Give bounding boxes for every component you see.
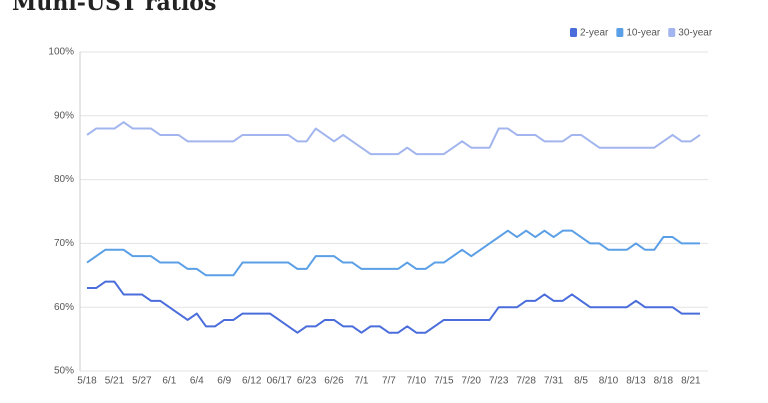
x-tick-label: 5/21 (105, 376, 125, 387)
x-tick-label: 8/13 (626, 376, 646, 387)
x-tick-label: 8/21 (681, 376, 701, 387)
y-tick-label: 100% (48, 47, 74, 58)
x-tick-label: 7/15 (434, 376, 454, 387)
x-tick-label: 8/5 (574, 376, 588, 387)
legend-label: 2-year (580, 28, 609, 39)
legend-swatch (570, 28, 577, 37)
legend-label: 10-year (626, 28, 661, 39)
legend-swatch (616, 28, 624, 37)
x-tick-label: 7/10 (407, 376, 427, 387)
legend-swatch (668, 28, 676, 37)
x-tick-label: 7/31 (544, 376, 564, 387)
chart-title: Muni-UST ratios (12, 0, 216, 16)
x-tick-label: 6/26 (324, 376, 344, 387)
x-tick-label: 7/23 (489, 376, 509, 387)
y-tick-label: 80% (54, 174, 74, 185)
x-tick-label: 8/18 (654, 376, 674, 387)
x-tick-label: 7/28 (516, 376, 536, 387)
x-tick-label: 8/10 (599, 376, 619, 387)
x-tick-label: 7/7 (382, 376, 396, 387)
y-tick-label: 50% (54, 366, 74, 377)
x-tick-label: 5/27 (132, 376, 152, 387)
y-tick-label: 70% (54, 238, 74, 249)
x-tick-label: 6/1 (162, 376, 176, 387)
x-tick-label: 6/23 (297, 376, 317, 387)
x-tick-label: 7/1 (355, 376, 369, 387)
x-tick-label: 6/12 (242, 376, 262, 387)
series-line (86, 121, 701, 156)
y-tick-label: 60% (54, 302, 74, 313)
x-tick-label: 6/4 (190, 376, 204, 387)
x-tick-label: 7/20 (462, 376, 482, 387)
x-tick-label: 06/17 (267, 376, 292, 387)
series-line (86, 229, 700, 277)
series-line (87, 280, 700, 334)
x-tick-label: 6/9 (217, 376, 231, 387)
x-tick-label: 5/18 (77, 376, 97, 387)
y-tick-label: 90% (54, 110, 74, 121)
legend-label: 30-year (678, 28, 713, 39)
